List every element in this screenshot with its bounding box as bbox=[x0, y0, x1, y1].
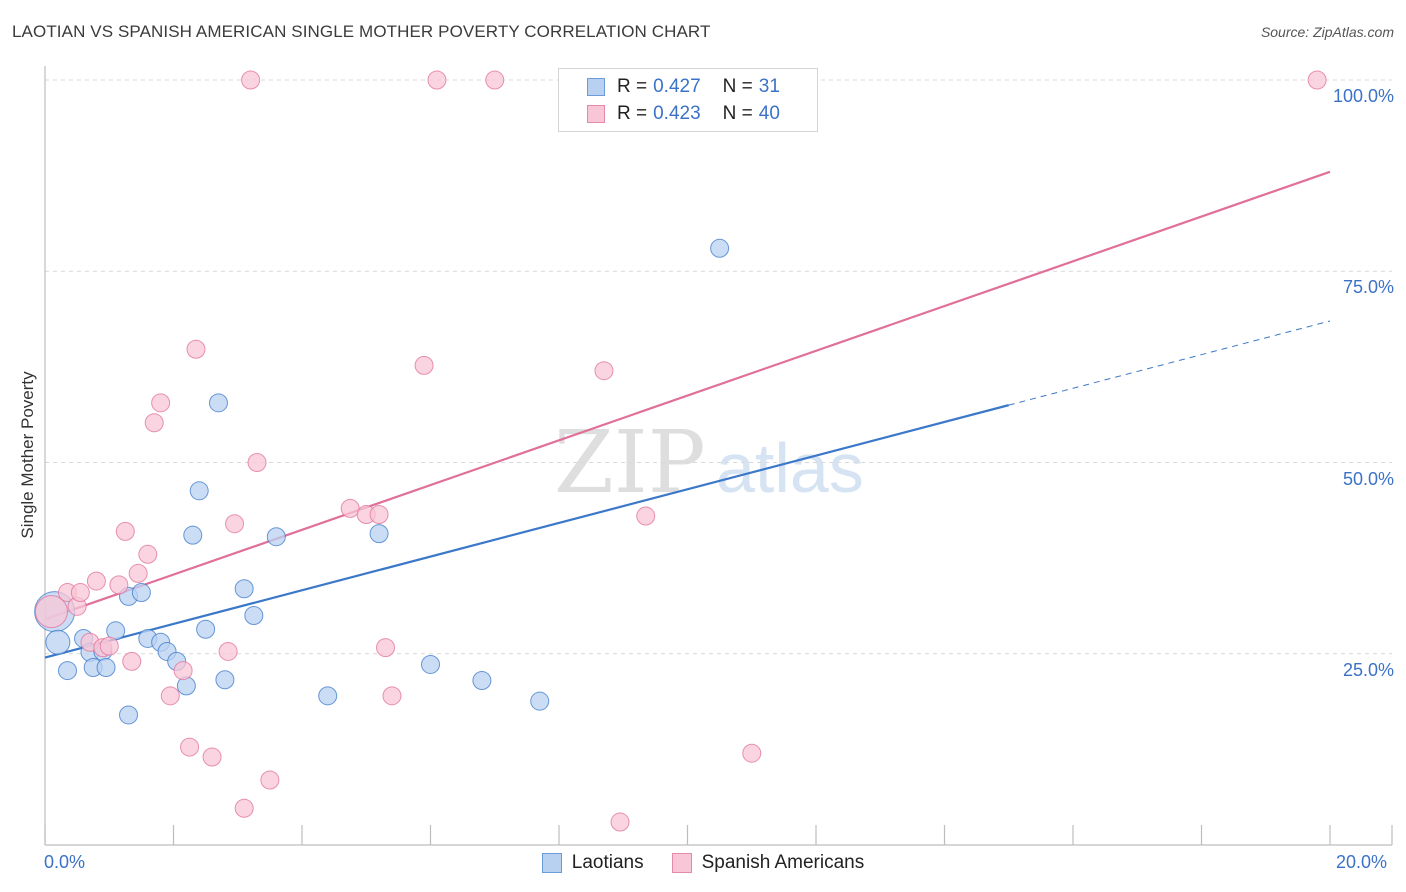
data-point-spanish-americans bbox=[340, 498, 360, 518]
data-point-laotians bbox=[208, 393, 228, 413]
trend-line-laotians bbox=[44, 404, 1010, 659]
data-point-spanish-americans bbox=[160, 686, 180, 706]
data-point-laotians bbox=[710, 238, 730, 258]
data-point-spanish-americans bbox=[234, 798, 254, 818]
y-tick-label: 25.0% bbox=[1342, 659, 1394, 680]
data-point-laotians bbox=[215, 670, 235, 690]
data-point-spanish-americans bbox=[382, 686, 402, 706]
legend-row-spanish-americans: R = 0.423 N = 40 bbox=[587, 102, 780, 126]
legend-item-spanish-americans: Spanish Americans bbox=[671, 852, 865, 874]
data-point-spanish-americans bbox=[128, 563, 148, 583]
x-tick-label-max: 20.0% bbox=[1336, 852, 1388, 872]
data-point-spanish-americans bbox=[260, 770, 280, 790]
legend-swatch-laotians bbox=[541, 853, 562, 873]
y-tick-label: 100.0% bbox=[1332, 86, 1394, 106]
data-point-laotians bbox=[369, 524, 389, 544]
data-point-spanish-americans bbox=[34, 595, 68, 629]
data-point-spanish-americans bbox=[138, 544, 158, 564]
data-point-spanish-americans bbox=[247, 453, 267, 472]
stats-legend: R = 0.427 N = 31 R = 0.423 N = 40 bbox=[558, 68, 818, 132]
data-point-laotians bbox=[119, 705, 139, 725]
data-point-spanish-americans bbox=[151, 393, 171, 413]
data-point-spanish-americans bbox=[180, 737, 200, 757]
legend-r-label: R = bbox=[617, 103, 648, 124]
legend-n-label: N = bbox=[722, 103, 753, 124]
data-point-spanish-americans bbox=[742, 743, 762, 763]
legend-swatch-spanish-americans bbox=[587, 105, 605, 123]
data-point-spanish-americans bbox=[1307, 70, 1327, 90]
data-point-spanish-americans bbox=[241, 70, 261, 90]
data-point-laotians bbox=[266, 527, 286, 547]
data-point-laotians bbox=[45, 629, 71, 655]
legend-r-value: 0.423 bbox=[653, 103, 701, 124]
data-point-laotians bbox=[96, 658, 116, 678]
data-point-spanish-americans bbox=[122, 651, 142, 671]
legend-label-laotians: Laotians bbox=[571, 852, 644, 873]
data-point-laotians bbox=[57, 661, 77, 681]
series-legend: Laotians Spanish Americans bbox=[0, 852, 1406, 874]
data-point-laotians bbox=[472, 671, 492, 691]
source-label: Source: ZipAtlas.com bbox=[1260, 24, 1394, 40]
legend-n-value: 40 bbox=[758, 103, 780, 124]
trend-line-extension-laotians bbox=[1008, 320, 1331, 406]
data-point-spanish-americans bbox=[70, 583, 90, 603]
data-point-laotians bbox=[189, 481, 209, 501]
data-point-laotians bbox=[318, 686, 338, 706]
data-point-spanish-americans bbox=[218, 641, 238, 661]
data-point-laotians bbox=[244, 606, 264, 625]
legend-item-laotians: Laotians bbox=[541, 852, 644, 874]
data-point-spanish-americans bbox=[414, 355, 434, 375]
legend-n-value: 31 bbox=[758, 76, 780, 97]
data-point-laotians bbox=[131, 583, 151, 603]
data-point-laotians bbox=[196, 619, 216, 639]
data-point-laotians bbox=[234, 579, 254, 599]
data-point-spanish-americans bbox=[202, 747, 222, 767]
data-point-spanish-americans bbox=[610, 812, 630, 832]
data-point-spanish-americans bbox=[173, 661, 193, 681]
x-tick-label-min: 0.0% bbox=[44, 852, 86, 872]
legend-swatch-laotians bbox=[587, 78, 605, 96]
data-point-spanish-americans bbox=[186, 339, 206, 359]
legend-row-laotians: R = 0.427 N = 31 bbox=[587, 75, 780, 99]
data-point-laotians bbox=[176, 676, 196, 696]
legend-r-value: 0.427 bbox=[653, 76, 701, 97]
data-point-laotians bbox=[530, 691, 550, 711]
trend-line-spanish-americans bbox=[44, 170, 1331, 621]
y-tick-label: 50.0% bbox=[1342, 468, 1394, 489]
data-point-spanish-americans bbox=[636, 506, 656, 526]
data-point-laotians bbox=[183, 525, 203, 545]
data-point-spanish-americans bbox=[99, 636, 119, 656]
data-point-spanish-americans bbox=[144, 413, 164, 433]
data-point-spanish-americans bbox=[225, 514, 245, 534]
watermark-atlas: atlas bbox=[716, 429, 864, 507]
legend-swatch-spanish-americans bbox=[671, 853, 692, 873]
data-point-spanish-americans bbox=[594, 361, 614, 381]
data-point-laotians bbox=[421, 654, 440, 674]
chart-title: LAOTIAN VS SPANISH AMERICAN SINGLE MOTHE… bbox=[12, 22, 711, 41]
y-axis-label: Single Mother Poverty bbox=[18, 371, 37, 539]
data-point-spanish-americans bbox=[115, 521, 135, 541]
legend-r-label: R = bbox=[617, 76, 648, 97]
data-point-spanish-americans bbox=[427, 70, 447, 90]
data-point-spanish-americans bbox=[369, 505, 389, 525]
data-point-spanish-americans bbox=[109, 575, 129, 595]
y-tick-label: 75.0% bbox=[1342, 277, 1394, 298]
data-point-spanish-americans bbox=[485, 70, 505, 90]
data-point-spanish-americans bbox=[86, 571, 106, 591]
legend-label-spanish-americans: Spanish Americans bbox=[701, 852, 865, 873]
legend-n-label: N = bbox=[722, 76, 753, 97]
data-point-spanish-americans bbox=[376, 638, 396, 658]
